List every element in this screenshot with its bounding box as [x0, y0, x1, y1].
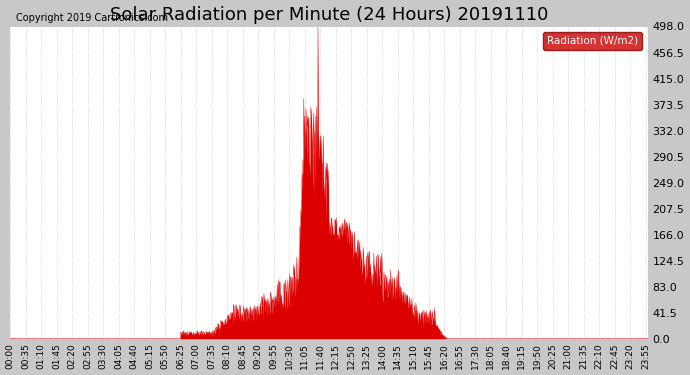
Legend: Radiation (W/m2): Radiation (W/m2): [543, 32, 642, 50]
Title: Solar Radiation per Minute (24 Hours) 20191110: Solar Radiation per Minute (24 Hours) 20…: [110, 6, 548, 24]
Text: Copyright 2019 Cartronics.com: Copyright 2019 Cartronics.com: [17, 13, 168, 23]
